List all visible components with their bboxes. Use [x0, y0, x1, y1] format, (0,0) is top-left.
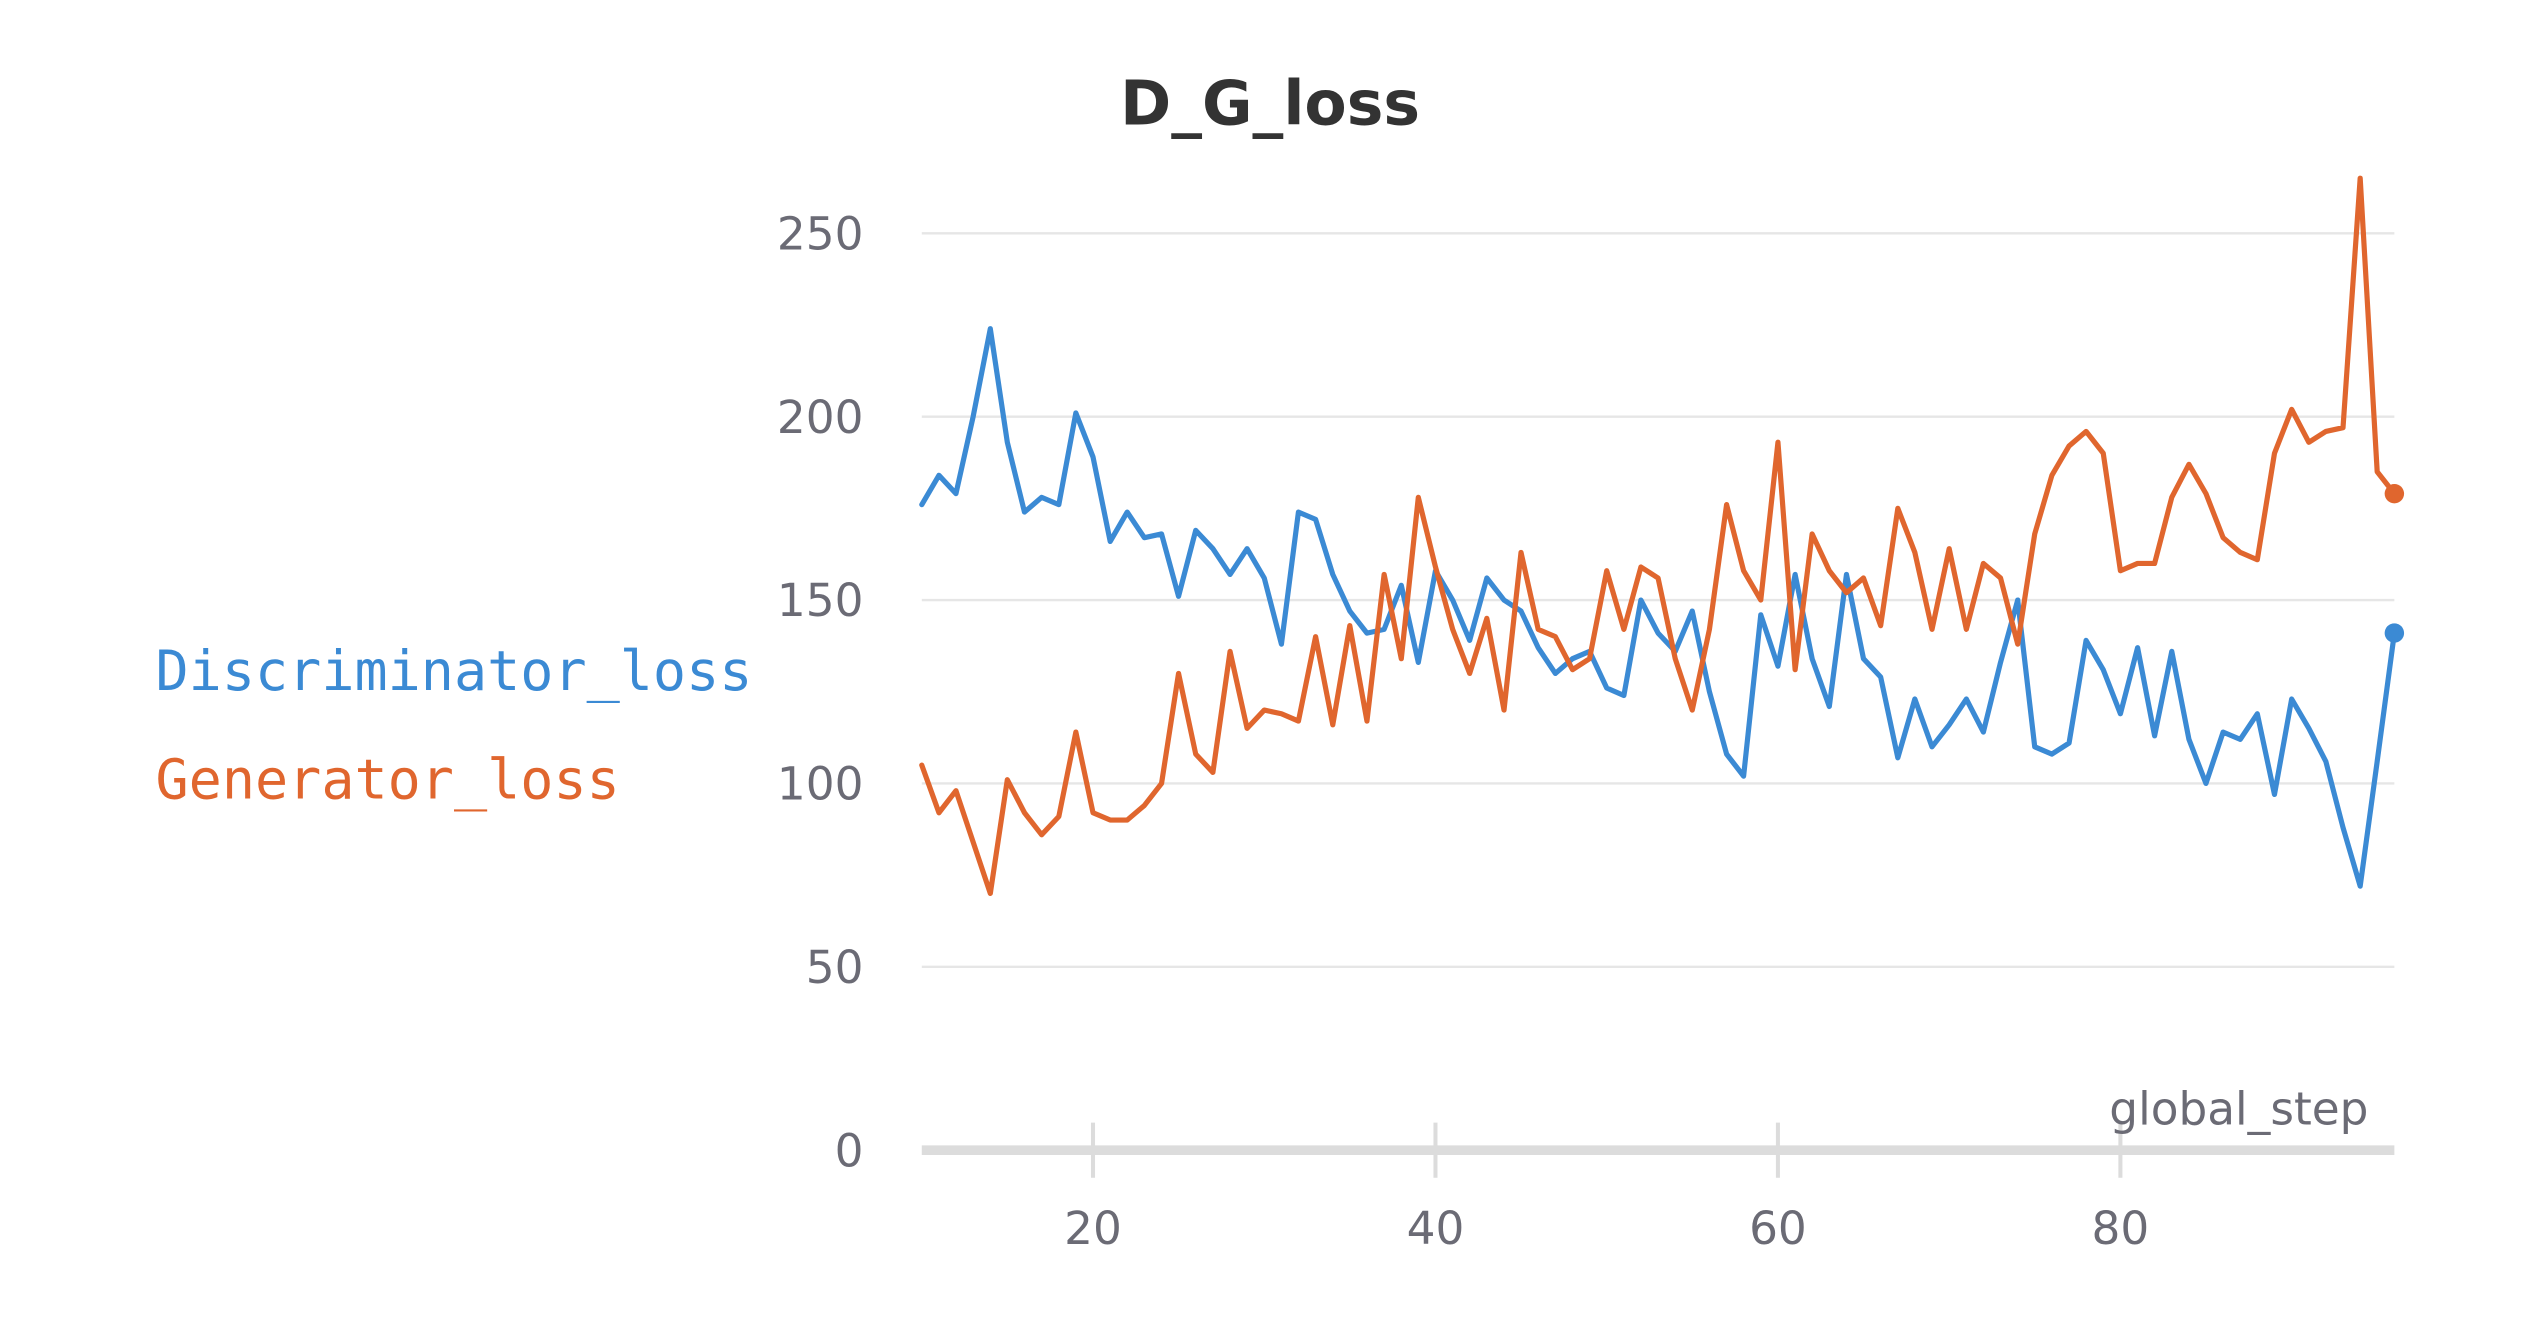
label-layer: 0 50 100 150 200 250 20 40 60 80 global_step	[777, 207, 2369, 1255]
y-tick-label-0: 0	[835, 1124, 864, 1177]
y-tick-label-200: 200	[777, 391, 864, 444]
y-tick-label-250: 250	[777, 207, 864, 260]
series-line-Discriminator_loss	[919, 326, 2397, 889]
x-axis-label: global_step	[2109, 1082, 2368, 1135]
y-tick-label-150: 150	[777, 574, 864, 627]
legend-item-generator[interactable]: Generator_loss	[155, 748, 620, 814]
x-tick-label-20: 20	[1064, 1202, 1122, 1255]
x-tick-label-40: 40	[1407, 1202, 1465, 1255]
x-tick-label-60: 60	[1749, 1202, 1807, 1255]
grid-layer	[921, 232, 2395, 969]
series-end-point-Generator_loss	[2384, 483, 2405, 504]
legend-item-discriminator[interactable]: Discriminator_loss	[155, 639, 753, 705]
axis-layer	[921, 1122, 2395, 1178]
y-tick-label-100: 100	[777, 758, 864, 811]
chart-title: D_G_loss	[1120, 68, 1421, 140]
series-layer	[919, 175, 2405, 897]
x-tick-label-80: 80	[2092, 1202, 2150, 1255]
series-end-point-Discriminator_loss	[2384, 623, 2405, 643]
legend: Discriminator_loss Generator_loss	[156, 619, 753, 836]
y-tick-label-50: 50	[806, 941, 864, 994]
series-line-Generator_loss	[919, 175, 2397, 897]
